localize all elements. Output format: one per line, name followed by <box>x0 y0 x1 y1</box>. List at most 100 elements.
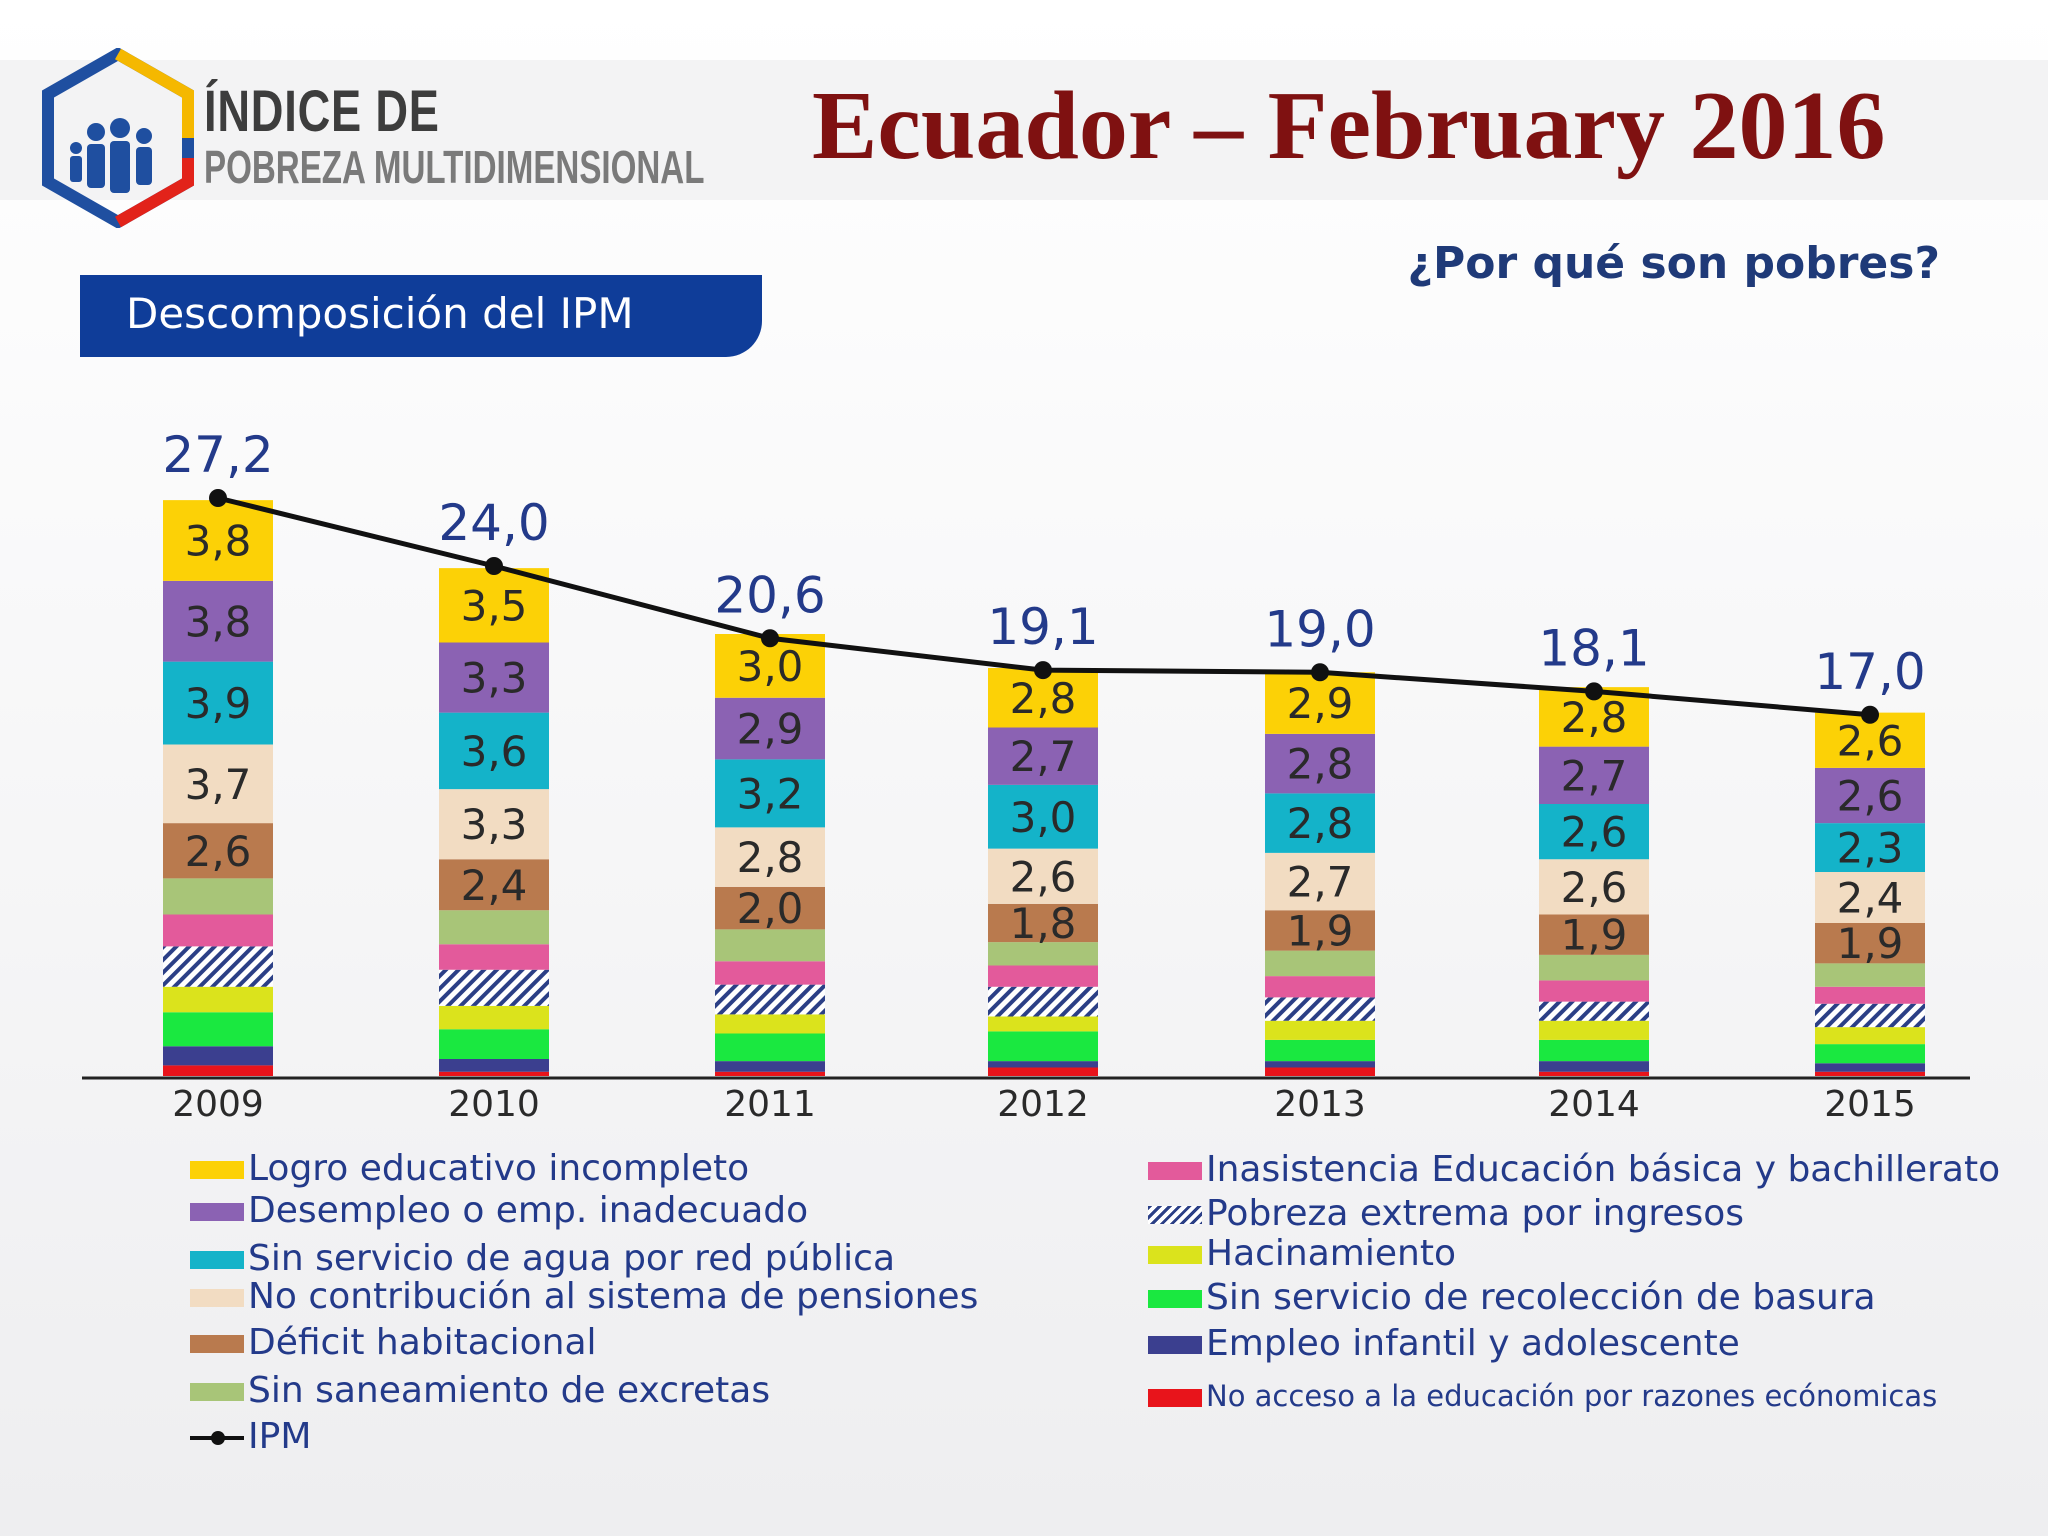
segment-value-label: 2,8 <box>1287 740 1354 789</box>
bar-segment <box>439 969 549 1006</box>
bar-segment <box>1265 976 1375 998</box>
bar-segment <box>988 1031 1098 1062</box>
segment-value-label: 2,9 <box>1287 679 1354 728</box>
bar-segment <box>1265 1067 1375 1076</box>
legend-item: Sin servicio de recolección de basura <box>1148 1276 1876 1320</box>
bar-segment <box>1539 804 1649 860</box>
bar-segment <box>163 986 273 1013</box>
legend-item: IPM <box>190 1415 311 1459</box>
ipm-total-label: 18,1 <box>1538 619 1649 677</box>
segment-value-label: 2,8 <box>1010 674 1077 723</box>
legend-swatch <box>190 1383 244 1401</box>
bar-segment <box>715 1061 825 1072</box>
legend-item: Sin servicio de agua por red pública <box>190 1237 895 1281</box>
ipm-logo-icon <box>42 48 194 228</box>
bar-segment <box>439 712 549 790</box>
segment-value-label: 1,9 <box>1561 911 1628 960</box>
bar-segment <box>439 1029 549 1059</box>
legend-item: No acceso a la educación por razones ecó… <box>1148 1374 1937 1418</box>
segment-value-label: 2,6 <box>1837 716 1904 765</box>
bar-segment <box>1539 1061 1649 1072</box>
bar-segment <box>715 759 825 828</box>
bar-segment <box>163 500 273 581</box>
segment-value-label: 2,6 <box>1561 808 1628 857</box>
bar-segment <box>439 859 549 911</box>
legend-label: Sin saneamiento de excretas <box>248 1370 771 1411</box>
ipm-point <box>761 629 779 648</box>
bar-segment <box>715 886 825 930</box>
bar-segment <box>1539 1039 1649 1062</box>
ipm-total-label: 27,2 <box>162 426 273 484</box>
bar-segment <box>988 986 1098 1017</box>
legend-label: No contribución al sistema de pensiones <box>248 1276 979 1317</box>
bar-segment <box>163 1012 273 1047</box>
bar-segment <box>1539 980 1649 1002</box>
bar-segment <box>1265 672 1375 734</box>
bar-segment <box>1815 1027 1925 1045</box>
ipm-total-label: 20,6 <box>714 566 825 624</box>
segment-value-label: 3,2 <box>737 769 804 818</box>
legend-item: Sin saneamiento de excretas <box>190 1369 770 1413</box>
ipm-point <box>1311 663 1329 682</box>
segment-value-label: 3,3 <box>461 654 528 703</box>
ipm-point <box>1585 682 1603 701</box>
legend-swatch <box>190 1161 244 1179</box>
x-tick-label: 2013 <box>1274 1084 1366 1125</box>
bar-segment <box>1815 823 1925 872</box>
logo-text-line2: POBREZA MULTIDIMENSIONAL <box>204 141 705 193</box>
bar-segment <box>1815 963 1925 987</box>
segment-value-label: 2,7 <box>1010 732 1077 781</box>
segment-value-label: 1,8 <box>1010 899 1077 948</box>
bar-segment <box>439 568 549 643</box>
bar-segment <box>1265 733 1375 794</box>
bar-segment <box>988 1016 1098 1032</box>
bar-segment <box>1265 1039 1375 1062</box>
segment-value-label: 2,3 <box>1837 824 1904 873</box>
segment-value-label: 2,6 <box>1010 852 1077 901</box>
bar-segment <box>1539 859 1649 915</box>
bar-segment <box>163 914 273 947</box>
bar-segment <box>715 1071 825 1076</box>
segment-value-label: 3,6 <box>461 727 528 776</box>
ipm-point <box>1034 661 1052 680</box>
segment-value-label: 2,4 <box>1837 874 1904 923</box>
legend-swatch <box>190 1335 244 1353</box>
legend-swatch <box>1148 1162 1202 1180</box>
segment-value-label: 3,3 <box>461 800 528 849</box>
bar-segment <box>163 1065 273 1076</box>
bar-segment <box>988 727 1098 785</box>
legend-item: Déficit habitacional <box>190 1321 597 1365</box>
bar-segment <box>988 784 1098 849</box>
bar-segment <box>988 848 1098 904</box>
segment-value-label: 3,7 <box>185 760 252 809</box>
bar-segment <box>439 910 549 945</box>
legend-swatch <box>1148 1336 1202 1354</box>
segment-value-label: 3,0 <box>737 642 804 691</box>
legend-item: Inasistencia Educación básica y bachille… <box>1148 1148 2000 1192</box>
legend-label: Hacinamiento <box>1206 1233 1456 1274</box>
bar-segment <box>1265 910 1375 951</box>
bar-segment <box>1815 1063 1925 1072</box>
legend-label: Logro educativo incompleto <box>248 1148 750 1189</box>
bar-segment <box>715 827 825 887</box>
segment-value-label: 1,9 <box>1287 906 1354 955</box>
legend-label: Sin servicio de recolección de basura <box>1206 1277 1876 1318</box>
segment-value-label: 1,9 <box>1837 919 1904 968</box>
segment-value-label: 2,7 <box>1287 858 1354 907</box>
bar-segment <box>163 823 273 879</box>
legend-swatch <box>190 1251 244 1269</box>
ipm-point <box>485 557 503 575</box>
bar-segment <box>988 942 1098 966</box>
segment-value-label: 3,5 <box>461 581 528 630</box>
segment-value-label: 2,6 <box>185 827 252 876</box>
x-tick-label: 2012 <box>997 1084 1089 1125</box>
legend-item: Logro educativo incompleto <box>190 1147 749 1191</box>
legend-swatch <box>1148 1246 1202 1264</box>
legend-item: No contribución al sistema de pensiones <box>190 1275 978 1319</box>
bar-segment <box>1265 793 1375 853</box>
bar-segment <box>715 929 825 962</box>
bar-segment <box>988 1067 1098 1076</box>
bar-segment <box>715 1014 825 1034</box>
segment-value-label: 3,8 <box>185 517 252 566</box>
bar-segment <box>163 1046 273 1066</box>
